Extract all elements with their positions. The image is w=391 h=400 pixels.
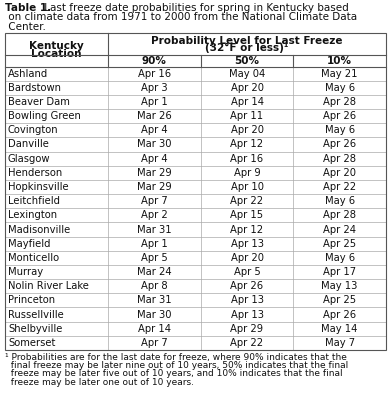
Text: Bardstown: Bardstown	[8, 83, 61, 93]
Text: Monticello: Monticello	[8, 253, 59, 263]
Text: Mar 30: Mar 30	[137, 310, 172, 320]
Text: Mar 26: Mar 26	[137, 111, 172, 121]
Text: freeze may be later five out of 10 years, and 10% indicates that the final: freeze may be later five out of 10 years…	[5, 370, 343, 378]
Text: Apr 20: Apr 20	[231, 125, 264, 135]
Text: Apr 28: Apr 28	[323, 210, 356, 220]
Text: Apr 13: Apr 13	[231, 310, 264, 320]
Text: Apr 22: Apr 22	[230, 338, 264, 348]
Text: Glasgow: Glasgow	[8, 154, 50, 164]
Text: Apr 9: Apr 9	[234, 168, 260, 178]
Text: Apr 17: Apr 17	[323, 267, 356, 277]
Bar	[5, 32, 386, 350]
Text: Apr 11: Apr 11	[230, 111, 264, 121]
Text: Kentucky: Kentucky	[29, 41, 84, 51]
Text: May 14: May 14	[321, 324, 358, 334]
Text: May 6: May 6	[325, 253, 355, 263]
Text: on climate data from 1971 to 2000 from the National Climate Data: on climate data from 1971 to 2000 from t…	[5, 12, 357, 22]
Text: Covington: Covington	[8, 125, 59, 135]
Text: Apr 22: Apr 22	[323, 182, 356, 192]
Text: Mar 30: Mar 30	[137, 140, 172, 150]
Text: Leitchfield: Leitchfield	[8, 196, 60, 206]
Text: Mar 29: Mar 29	[137, 168, 172, 178]
Text: Apr 16: Apr 16	[138, 68, 171, 78]
Text: Apr 12: Apr 12	[230, 224, 264, 234]
Text: Apr 1: Apr 1	[141, 239, 168, 249]
Text: Apr 28: Apr 28	[323, 154, 356, 164]
Text: Hopkinsville: Hopkinsville	[8, 182, 69, 192]
Text: Ashland: Ashland	[8, 68, 48, 78]
Text: Somerset: Somerset	[8, 338, 56, 348]
Text: Apr 12: Apr 12	[230, 140, 264, 150]
Text: 90%: 90%	[142, 56, 167, 66]
Text: Apr 20: Apr 20	[231, 253, 264, 263]
Text: Apr 24: Apr 24	[323, 224, 356, 234]
Text: Apr 4: Apr 4	[141, 125, 168, 135]
Text: Mayfield: Mayfield	[8, 239, 50, 249]
Text: Mar 31: Mar 31	[137, 295, 172, 305]
Text: May 21: May 21	[321, 68, 358, 78]
Text: Apr 3: Apr 3	[141, 83, 168, 93]
Text: Nolin River Lake: Nolin River Lake	[8, 281, 89, 291]
Text: Princeton: Princeton	[8, 295, 55, 305]
Text: Russellville: Russellville	[8, 310, 64, 320]
Text: Apr 20: Apr 20	[231, 83, 264, 93]
Text: May 6: May 6	[325, 196, 355, 206]
Text: Apr 5: Apr 5	[234, 267, 260, 277]
Text: Apr 22: Apr 22	[230, 196, 264, 206]
Text: Apr 15: Apr 15	[230, 210, 264, 220]
Text: Apr 1: Apr 1	[141, 97, 168, 107]
Text: Apr 25: Apr 25	[323, 239, 356, 249]
Text: Apr 14: Apr 14	[231, 97, 264, 107]
Text: Murray: Murray	[8, 267, 43, 277]
Text: Apr 13: Apr 13	[231, 239, 264, 249]
Text: Apr 28: Apr 28	[323, 97, 356, 107]
Text: Apr 29: Apr 29	[230, 324, 264, 334]
Text: Apr 14: Apr 14	[138, 324, 171, 334]
Text: Apr 20: Apr 20	[323, 168, 356, 178]
Text: Apr 10: Apr 10	[231, 182, 264, 192]
Text: May 04: May 04	[229, 68, 265, 78]
Text: ¹ Probabilities are for the last date for freeze, where 90% indicates that the: ¹ Probabilities are for the last date fo…	[5, 353, 347, 362]
Text: Beaver Dam: Beaver Dam	[8, 97, 70, 107]
Text: Mar 29: Mar 29	[137, 182, 172, 192]
Text: Lexington: Lexington	[8, 210, 57, 220]
Text: Center.: Center.	[5, 22, 46, 32]
Text: Apr 5: Apr 5	[141, 253, 168, 263]
Text: 50%: 50%	[235, 56, 260, 66]
Text: Apr 26: Apr 26	[323, 310, 356, 320]
Text: Apr 26: Apr 26	[323, 111, 356, 121]
Text: Apr 2: Apr 2	[141, 210, 168, 220]
Text: Apr 25: Apr 25	[323, 295, 356, 305]
Text: Apr 26: Apr 26	[230, 281, 264, 291]
Text: final freeze may be later nine out of 10 years, 50% indicates that the final: final freeze may be later nine out of 10…	[5, 361, 348, 370]
Text: Apr 16: Apr 16	[230, 154, 264, 164]
Text: freeze may be later one out of 10 years.: freeze may be later one out of 10 years.	[5, 378, 194, 386]
Text: May 6: May 6	[325, 125, 355, 135]
Text: Henderson: Henderson	[8, 168, 62, 178]
Text: Apr 4: Apr 4	[141, 154, 168, 164]
Text: Bowling Green: Bowling Green	[8, 111, 81, 121]
Text: Apr 26: Apr 26	[323, 140, 356, 150]
Text: Apr 8: Apr 8	[141, 281, 168, 291]
Text: May 6: May 6	[325, 83, 355, 93]
Text: May 7: May 7	[325, 338, 355, 348]
Text: Apr 7: Apr 7	[141, 196, 168, 206]
Text: Table 1.: Table 1.	[5, 3, 51, 13]
Text: Danville: Danville	[8, 140, 49, 150]
Text: (32°F or less)¹: (32°F or less)¹	[205, 43, 289, 53]
Text: Apr 13: Apr 13	[231, 295, 264, 305]
Text: Shelbyville: Shelbyville	[8, 324, 63, 334]
Text: Mar 24: Mar 24	[137, 267, 172, 277]
Text: Location: Location	[31, 49, 82, 59]
Text: May 13: May 13	[321, 281, 358, 291]
Text: Last freeze date probabilities for spring in Kentucky based: Last freeze date probabilities for sprin…	[41, 3, 349, 13]
Text: Probability Level for Last Freeze: Probability Level for Last Freeze	[151, 36, 343, 46]
Text: Madisonville: Madisonville	[8, 224, 70, 234]
Text: 10%: 10%	[327, 56, 352, 66]
Text: Apr 7: Apr 7	[141, 338, 168, 348]
Text: Mar 31: Mar 31	[137, 224, 172, 234]
